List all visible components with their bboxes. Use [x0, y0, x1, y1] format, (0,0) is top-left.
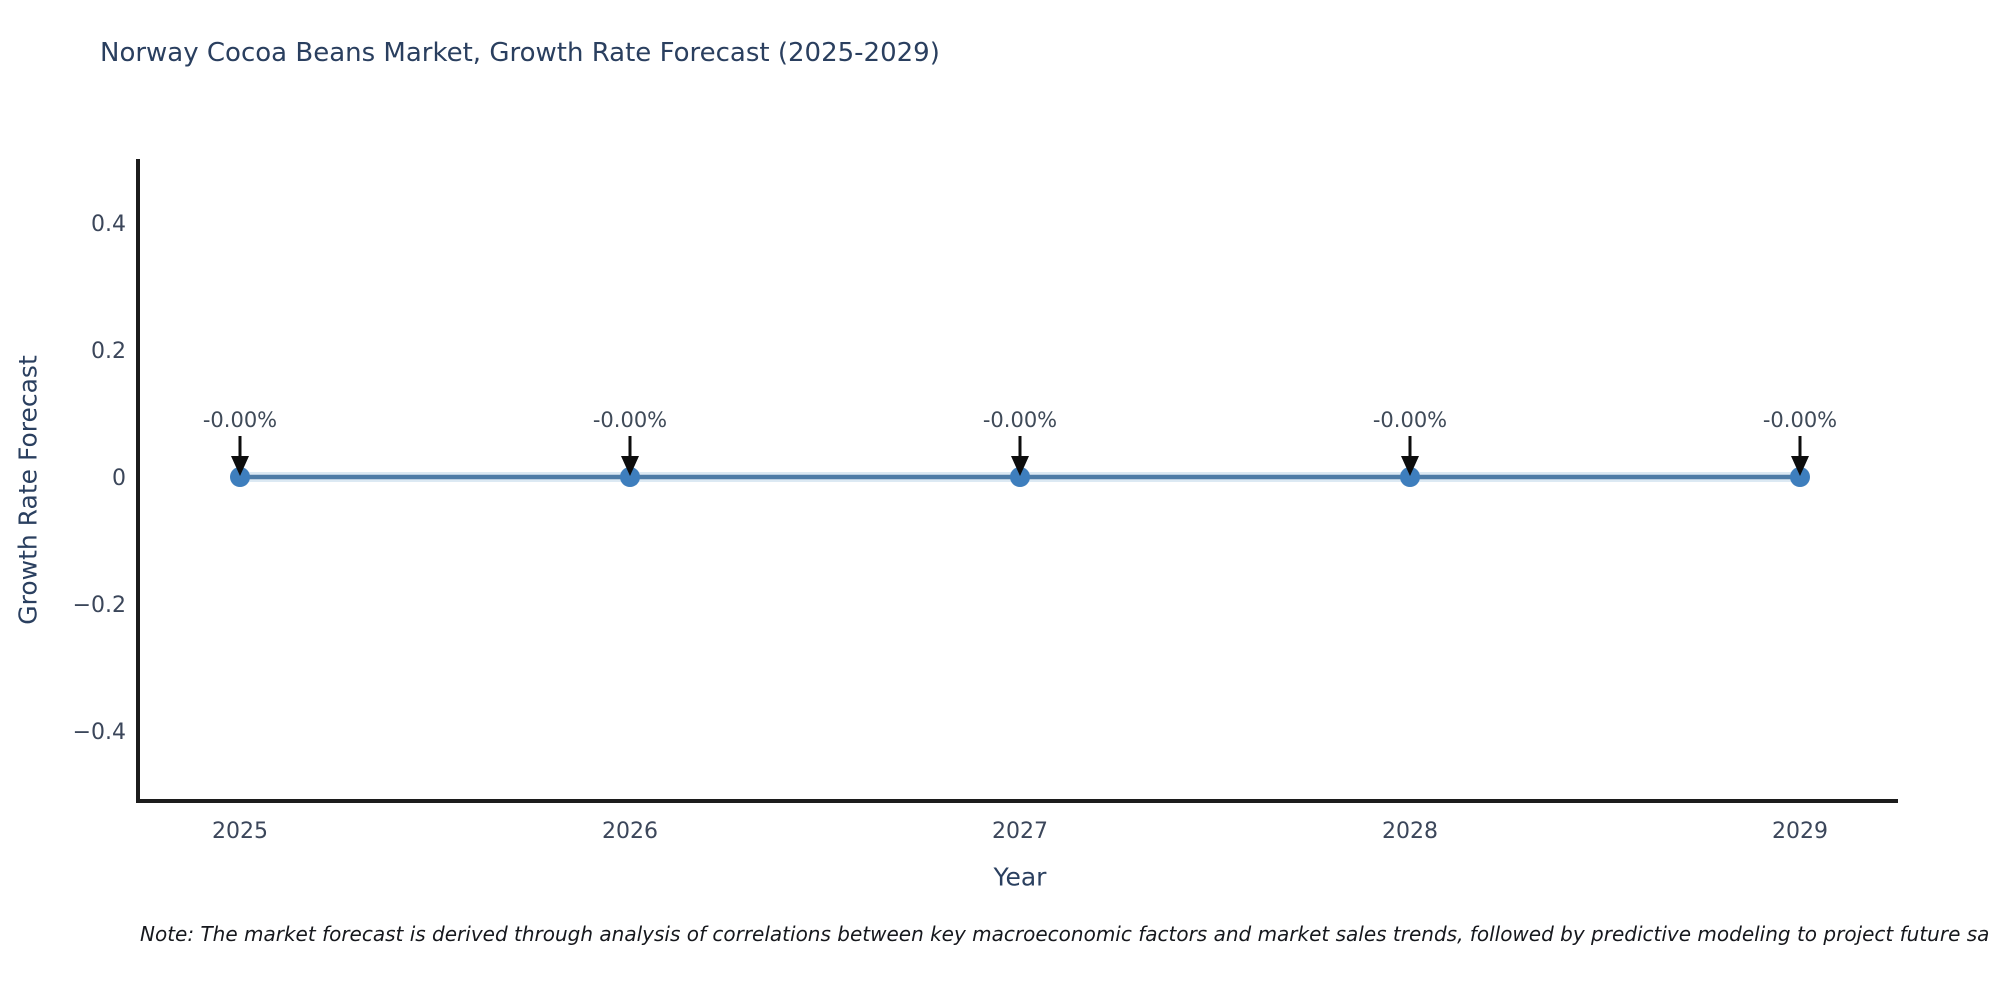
- annotation-label: -0.00%: [203, 408, 277, 432]
- y-tick-label: 0: [112, 466, 126, 491]
- y-tick-label: 0.4: [91, 212, 126, 237]
- x-axis-title: Year: [993, 862, 1047, 892]
- annotation-label: -0.00%: [1373, 408, 1447, 432]
- chart-title: Norway Cocoa Beans Market, Growth Rate F…: [100, 38, 940, 68]
- data-point-marker: [1400, 467, 1420, 487]
- data-point-marker: [1790, 467, 1810, 487]
- x-tick-label: 2027: [992, 819, 1048, 844]
- x-tick-label: 2029: [1772, 819, 1828, 844]
- data-point-marker: [620, 467, 640, 487]
- annotation-label: -0.00%: [593, 408, 667, 432]
- y-tick-label: −0.2: [73, 593, 126, 618]
- annotation-arrowhead: [1011, 456, 1029, 476]
- annotation-arrowhead: [1791, 456, 1809, 476]
- x-tick-label: 2026: [602, 819, 658, 844]
- x-tick-label: 2025: [212, 819, 268, 844]
- y-tick-label: −0.4: [73, 720, 126, 745]
- annotation-label: -0.00%: [983, 408, 1057, 432]
- data-point-marker: [230, 467, 250, 487]
- annotation-label: -0.00%: [1763, 408, 1837, 432]
- footnote: Note: The market forecast is derived thr…: [140, 922, 1990, 946]
- annotation-arrowhead: [231, 456, 249, 476]
- annotation-arrowhead: [621, 456, 639, 476]
- y-tick-label: 0.2: [91, 339, 126, 364]
- annotation-arrowhead: [1401, 456, 1419, 476]
- x-tick-label: 2028: [1382, 819, 1438, 844]
- data-point-marker: [1010, 467, 1030, 487]
